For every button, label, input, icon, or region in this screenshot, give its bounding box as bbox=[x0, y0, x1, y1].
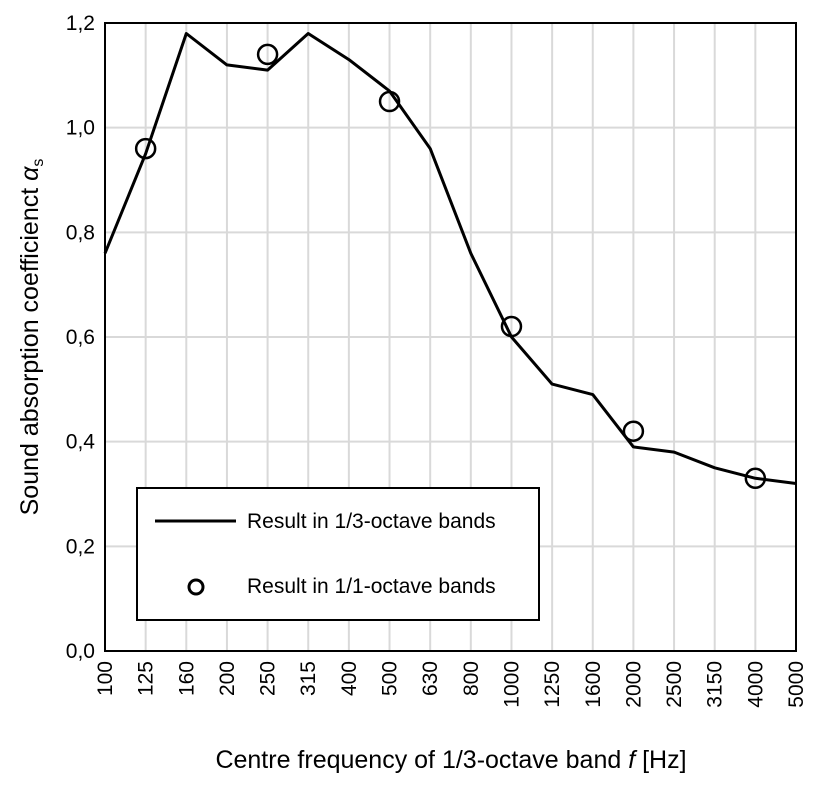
octave-marker bbox=[256, 43, 279, 66]
x-axis-title-symbol: f bbox=[628, 746, 638, 774]
x-axis-title-unit: [Hz] bbox=[642, 746, 686, 774]
x-tick-label: 125 bbox=[135, 661, 158, 696]
x-tick-label: 4000 bbox=[744, 661, 767, 708]
x-tick-label: 5000 bbox=[785, 661, 808, 708]
y-tick-label: 0,4 bbox=[66, 431, 96, 454]
legend-label-third-octave: Result in 1/3-octave bands bbox=[247, 510, 496, 533]
y-tick-label: 0,6 bbox=[66, 326, 95, 349]
legend: Result in 1/3-octave bands Result in 1/1… bbox=[136, 487, 540, 621]
series-third-octave bbox=[103, 32, 797, 485]
x-tick-label: 315 bbox=[297, 661, 320, 696]
legend-label-octave: Result in 1/1-octave bands bbox=[247, 575, 496, 598]
x-tick-label: 1600 bbox=[582, 661, 605, 708]
y-tick-labels: 0,0 0,2 0,4 0,6 0,8 1,0 1,2 bbox=[66, 12, 96, 663]
series-octave bbox=[134, 43, 767, 490]
y-axis-title: Sound absorption coefficienct αs bbox=[16, 159, 47, 516]
x-tick-label: 2000 bbox=[622, 661, 645, 708]
y-tick-label: 1,2 bbox=[66, 12, 95, 35]
x-tick-labels: 100 125 160 200 250 315 400 500 630 800 1000 1250 16… bbox=[94, 661, 808, 708]
octave-marker bbox=[134, 137, 157, 160]
x-tick-label: 400 bbox=[338, 661, 361, 696]
legend-marker-swatch bbox=[187, 578, 205, 596]
plot-frame bbox=[104, 22, 797, 652]
y-axis-title-symbol: α bbox=[16, 166, 44, 181]
x-tick-label: 800 bbox=[460, 661, 483, 696]
y-tick-label: 0,0 bbox=[66, 640, 95, 663]
x-tick-label: 160 bbox=[175, 661, 198, 696]
octave-marker bbox=[378, 90, 401, 113]
x-tick-label: 200 bbox=[216, 661, 239, 696]
octave-marker bbox=[622, 420, 645, 442]
x-tick-label: 2500 bbox=[663, 661, 686, 708]
x-tick-label: 1250 bbox=[541, 661, 564, 708]
x-tick-label: 250 bbox=[257, 661, 280, 696]
x-tick-label: 630 bbox=[419, 661, 442, 696]
y-tick-label: 1,0 bbox=[66, 117, 95, 140]
y-tick-label: 0,8 bbox=[66, 221, 95, 244]
y-axis-title-subscript: s bbox=[30, 159, 47, 167]
octave-marker bbox=[744, 467, 767, 490]
x-tick-label: 100 bbox=[94, 661, 117, 696]
series-line-third-octave bbox=[103, 32, 797, 485]
x-tick-label: 1000 bbox=[500, 661, 523, 708]
legend-box bbox=[136, 487, 540, 621]
x-axis-title-text: Centre frequency of 1/3-octave band bbox=[215, 746, 621, 774]
x-tick-label: 3150 bbox=[704, 661, 727, 708]
y-axis-title-text: Sound absorption coefficienct bbox=[16, 188, 44, 516]
x-axis-title: Centre frequency of 1/3-octave band f [H… bbox=[215, 746, 686, 774]
octave-marker bbox=[500, 315, 523, 338]
x-tick-label: 500 bbox=[379, 661, 402, 696]
y-tick-label: 0,2 bbox=[66, 535, 95, 558]
